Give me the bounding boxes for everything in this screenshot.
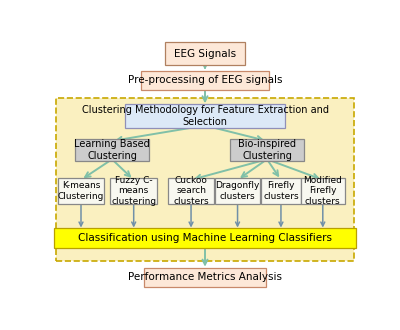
FancyBboxPatch shape	[110, 178, 157, 204]
Text: Pre-processing of EEG signals: Pre-processing of EEG signals	[128, 75, 282, 85]
Text: Modified
Firefly
clusters: Modified Firefly clusters	[303, 176, 342, 206]
Text: K-means
Clustering: K-means Clustering	[58, 181, 104, 201]
Text: EEG Signals: EEG Signals	[174, 49, 236, 59]
FancyBboxPatch shape	[144, 268, 266, 287]
Text: Performance Metrics Analysis: Performance Metrics Analysis	[128, 272, 282, 282]
FancyBboxPatch shape	[58, 178, 104, 204]
Text: Dragonfly
clusters: Dragonfly clusters	[215, 181, 260, 201]
FancyBboxPatch shape	[125, 104, 285, 127]
FancyBboxPatch shape	[168, 178, 214, 204]
Text: Fuzzy C-
means
clustering: Fuzzy C- means clustering	[111, 176, 156, 206]
Text: Classification using Machine Learning Classifiers: Classification using Machine Learning Cl…	[78, 233, 332, 243]
FancyBboxPatch shape	[261, 178, 301, 204]
FancyBboxPatch shape	[165, 42, 245, 65]
FancyBboxPatch shape	[76, 139, 148, 161]
Text: Cuckoo
search
clusters: Cuckoo search clusters	[173, 176, 209, 206]
Text: Firefly
clusters: Firefly clusters	[263, 181, 299, 201]
FancyBboxPatch shape	[215, 178, 260, 204]
FancyBboxPatch shape	[56, 98, 354, 261]
Text: Clustering Methodology for Feature Extraction and
Selection: Clustering Methodology for Feature Extra…	[82, 105, 328, 127]
FancyBboxPatch shape	[301, 178, 345, 204]
Text: Bio-inspired
Clustering: Bio-inspired Clustering	[238, 139, 296, 161]
FancyBboxPatch shape	[140, 71, 270, 90]
Text: Learning Based
Clustering: Learning Based Clustering	[74, 139, 150, 161]
FancyBboxPatch shape	[54, 228, 356, 248]
FancyBboxPatch shape	[230, 139, 304, 161]
